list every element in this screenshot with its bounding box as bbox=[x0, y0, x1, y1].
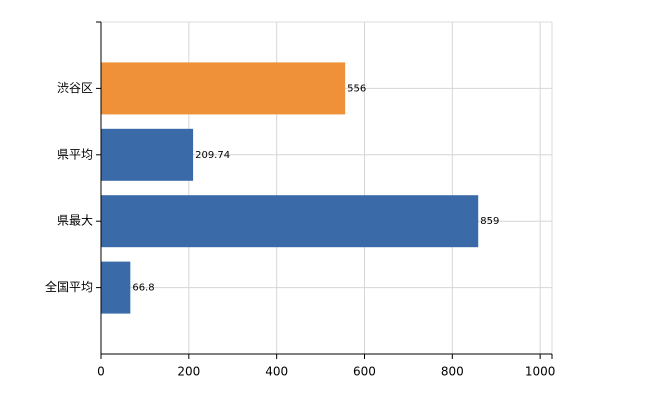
value-label: 859 bbox=[480, 216, 499, 227]
x-tick-label: 1000 bbox=[525, 365, 556, 379]
x-tick-label: 400 bbox=[265, 365, 288, 379]
y-tick-label: 渋谷区 bbox=[57, 81, 93, 95]
x-tick-label: 600 bbox=[353, 365, 376, 379]
value-label: 66.8 bbox=[132, 283, 154, 294]
value-label: 209.74 bbox=[195, 150, 230, 161]
y-tick-label: 全国平均 bbox=[45, 279, 93, 294]
value-label: 556 bbox=[347, 83, 366, 94]
bar bbox=[101, 195, 479, 248]
y-tick-label: 県最大 bbox=[57, 214, 93, 228]
bar bbox=[101, 128, 194, 181]
x-tick-label: 200 bbox=[177, 365, 200, 379]
bar bbox=[101, 261, 131, 314]
bar bbox=[101, 62, 346, 115]
x-tick-label: 800 bbox=[441, 365, 464, 379]
y-tick-label: 県平均 bbox=[57, 147, 93, 161]
x-tick-label: 0 bbox=[97, 365, 105, 379]
